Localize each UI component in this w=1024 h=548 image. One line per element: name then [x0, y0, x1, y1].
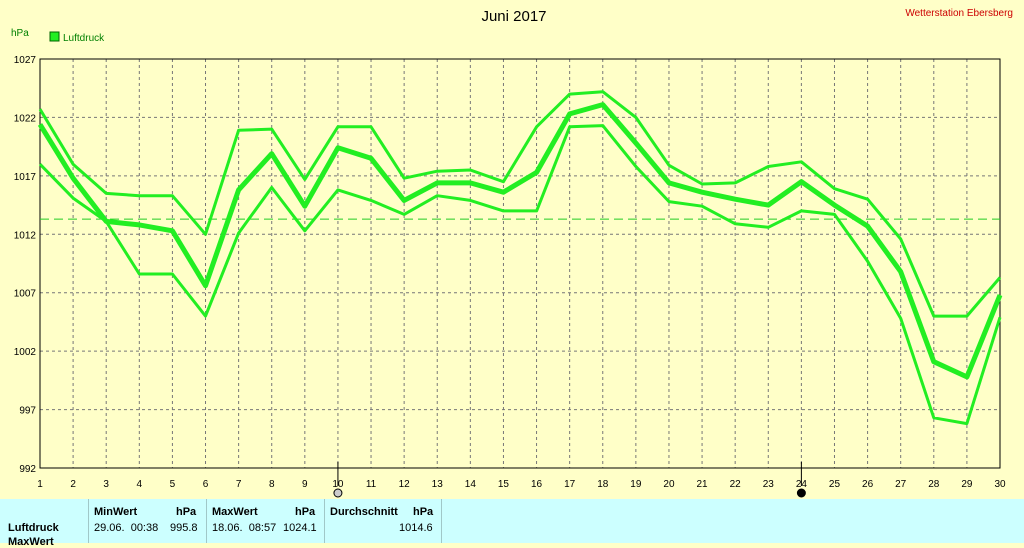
x-tick-label: 17 [564, 479, 576, 490]
max-header: MaxWert [212, 506, 258, 518]
legend-swatch [49, 31, 60, 42]
column-divider [206, 499, 207, 543]
station-name: Wetterstation Ebersberg [905, 8, 1013, 19]
min-value: 995.8 [170, 522, 198, 534]
x-tick-label: 2 [70, 479, 76, 490]
y-tick-label: 1007 [14, 289, 37, 300]
y-tick-label: 1012 [14, 230, 37, 241]
y-tick-label: 1022 [14, 113, 37, 124]
x-tick-label: 14 [465, 479, 477, 490]
min-header: MinWert [94, 506, 138, 518]
stats-row-label-next: MaxWert [8, 536, 54, 548]
x-tick-label: 22 [730, 479, 742, 490]
y-tick-label: 997 [19, 406, 36, 417]
series [37, 90, 1003, 426]
avg-header: Durchschnitt [330, 506, 398, 518]
chart: Juni 2017 Wetterstation Ebersberg hPa Lu… [11, 8, 1013, 498]
stats-row-label: Luftdruck [8, 522, 59, 534]
y-tick-label: 1002 [14, 347, 37, 358]
x-tick-label: 11 [366, 479, 377, 490]
stats-panel: Luftdruck MaxWert MinWert hPa 29.06. 00:… [0, 499, 1024, 548]
x-tick-label: 29 [961, 479, 973, 490]
x-tick-label: 26 [862, 479, 874, 490]
series-line-max [38, 90, 1002, 318]
x-tick-label: 7 [236, 479, 242, 490]
x-tick-label: 9 [302, 479, 308, 490]
x-tick-label: 4 [137, 479, 143, 490]
grid [40, 59, 1000, 468]
x-tick-label: 23 [763, 479, 775, 490]
x-tick-label: 27 [895, 479, 907, 490]
x-tick-label: 1 [37, 479, 43, 490]
avg-unit: hPa [413, 506, 434, 518]
x-tick-label: 13 [432, 479, 444, 490]
max-time: 18.06. 08:57 [212, 522, 277, 534]
chart-title: Juni 2017 [481, 8, 546, 25]
y-tick-label: 1027 [14, 55, 37, 66]
min-time: 29.06. 00:38 [94, 522, 159, 534]
x-tick-label: 16 [531, 479, 543, 490]
avg-value: 1014.6 [399, 522, 433, 534]
x-tick-label: 21 [697, 479, 709, 490]
moon-new-icon [796, 488, 806, 498]
x-tick-label: 18 [597, 479, 609, 490]
y-unit-label: hPa [11, 28, 29, 39]
min-unit: hPa [176, 506, 197, 518]
x-tick-label: 20 [663, 479, 675, 490]
x-tick-label: 15 [498, 479, 510, 490]
series-line-avg [37, 102, 1003, 380]
y-tick-label: 1017 [14, 172, 37, 183]
x-tick-label: 8 [269, 479, 275, 490]
max-unit: hPa [295, 506, 316, 518]
column-divider [88, 499, 89, 543]
x-tick-label: 5 [170, 479, 176, 490]
y-tick-label: 992 [19, 464, 36, 475]
max-value: 1024.1 [283, 522, 317, 534]
moon-first-quarter-icon [333, 488, 343, 498]
x-tick-label: 3 [103, 479, 109, 490]
x-tick-label: 28 [928, 479, 940, 490]
moon-markers [333, 462, 806, 498]
x-tick-label: 25 [829, 479, 841, 490]
series-line-min [38, 124, 1002, 426]
x-tick-label: 6 [203, 479, 209, 490]
column-divider [441, 499, 442, 543]
column-divider [324, 499, 325, 543]
x-tick-label: 19 [630, 479, 642, 490]
x-tick-label: 12 [399, 479, 411, 490]
legend-label: Luftdruck [63, 33, 105, 44]
plot-border [39, 58, 1001, 469]
x-tick-label: 30 [994, 479, 1006, 490]
